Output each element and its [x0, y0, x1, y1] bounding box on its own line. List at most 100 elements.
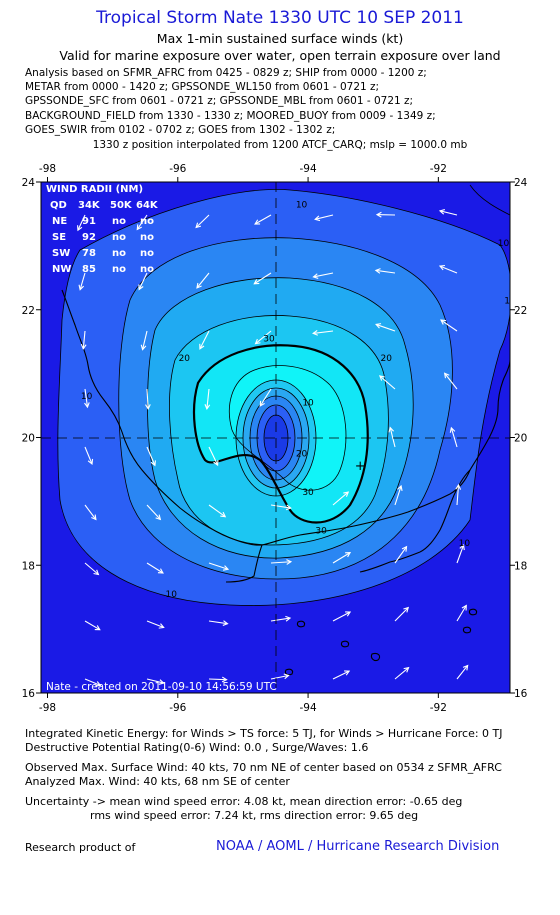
wind-radii-header-64k: 64K — [136, 200, 159, 211]
wind-arrow-head — [449, 426, 456, 433]
island-caribbean — [462, 626, 472, 634]
position-line: 1330 z position interpolated from 1200 A… — [92, 139, 468, 151]
wind-arrow-head — [438, 209, 445, 215]
wind-arrow-shaft — [332, 670, 350, 680]
ike-line: Integrated Kinetic Energy: for Winds > T… — [25, 727, 503, 740]
contour-label: 10 — [459, 539, 471, 549]
wind-arrow-shaft — [270, 674, 289, 680]
analysis-line: Analysis based on SFMR_AFRC from 0425 - … — [25, 67, 427, 79]
wind-arrow-shaft — [394, 607, 409, 622]
wind-arrow-head — [312, 330, 318, 336]
wind-arrow-shaft — [394, 667, 409, 680]
coastline-yucatan-east — [419, 469, 471, 553]
max-wind-marker: + — [355, 459, 366, 474]
wind-arrow-shaft — [456, 605, 467, 622]
wind-arrow-head — [403, 666, 410, 673]
wind-arrow-head — [213, 460, 219, 467]
wind-arrow-shaft — [146, 678, 164, 684]
wind-arrow-shaft — [138, 272, 148, 290]
lat-tick-label-left: 22 — [22, 305, 35, 317]
chart-subtitle: Max 1-min sustained surface winds (kt) — [156, 31, 404, 46]
research-product-label: Research product of — [25, 841, 136, 854]
wind-arrow-head — [259, 400, 265, 407]
lat-tick-label-right: 22 — [514, 305, 527, 317]
wind-arrow-head — [199, 343, 205, 350]
wind-arrow-shaft — [315, 214, 334, 220]
analysis-line: GOES_SWIR from 0102 - 0702 z; GOES from … — [25, 123, 336, 136]
contour-label: 30 — [315, 526, 327, 536]
wind-arrow-head — [150, 460, 156, 467]
noaa-credit-link[interactable]: NOAA / AOML / Hurricane Research Divisio… — [216, 839, 500, 854]
lat-tick-label-left: 20 — [22, 433, 35, 445]
wind-arrow-shaft — [208, 678, 227, 681]
wind-radii-se-64k: no — [140, 232, 154, 243]
wind-arrow-head — [138, 284, 144, 291]
uncertainty-mean: Uncertainty -> mean wind speed error: 4.… — [25, 795, 463, 808]
map-axes: -98 -98 -96 -96 -94 -94 -92 -92 24 24 22 22 20 20 18 18… — [22, 163, 528, 714]
contour-line-25 — [169, 315, 389, 546]
wind-arrow-shaft — [456, 485, 460, 506]
lat-tick-label-right: 18 — [514, 560, 527, 572]
wind-radii-header-50k: 50K — [110, 200, 133, 211]
wind-arrow-head — [345, 611, 352, 617]
wind-radii-nw-64k: no — [140, 264, 154, 275]
lon-tick-label-bottom: -94 — [299, 702, 316, 714]
wind-arrow-head — [204, 404, 211, 411]
coastline-mexico-gulf — [61, 289, 510, 546]
wind-arrow-shaft — [313, 330, 334, 334]
contour-label: 20 — [179, 354, 191, 364]
uncertainty-rms: rms wind speed error: 7.24 kt, rms direc… — [90, 809, 419, 822]
lat-tick-label-right: 16 — [514, 688, 528, 700]
wind-radii-se-50k: no — [112, 232, 126, 243]
wind-arrow-head — [312, 273, 319, 279]
island-caribbean — [370, 652, 381, 662]
wind-arrow-head — [196, 282, 202, 289]
contour-label: 10 — [498, 239, 510, 249]
contour-line-35 — [228, 365, 347, 491]
wind-arrow-head — [286, 559, 293, 565]
wind-arrow-shaft — [196, 272, 210, 289]
wind-arrow-head — [93, 569, 100, 576]
wind-vectors — [77, 209, 469, 687]
wind-arrow-head — [438, 264, 445, 271]
analyzed-max-wind: Analyzed Max. Wind: 40 kts, 68 nm SE of … — [25, 775, 290, 788]
wind-arrow-head — [403, 606, 410, 613]
contour-label: 30 — [302, 488, 314, 498]
wind-arrow-head — [78, 284, 85, 291]
wind-arrow-shaft — [254, 214, 272, 225]
wind-arrow-shaft — [332, 552, 351, 564]
contour-label: 10 — [296, 201, 308, 211]
wind-arrow-shaft — [439, 265, 458, 274]
wind-radii-ne-label: NE — [52, 216, 67, 227]
coastline-belize — [359, 551, 421, 573]
contour-line-upper-right — [469, 184, 510, 216]
coastline-pacific — [225, 544, 263, 583]
wind-arrow-shaft — [82, 330, 86, 349]
wind-arrow-head — [401, 545, 408, 552]
wind-arrow-shaft — [270, 617, 291, 622]
wind-radii-ne-64k: no — [140, 216, 154, 227]
wind-arrow-shaft — [146, 504, 161, 520]
wind-radii-se-34k: 92 — [82, 232, 96, 243]
chart-subtitle-exposure: Valid for marine exposure over water, op… — [59, 48, 501, 63]
wind-arrow-shaft — [84, 388, 89, 408]
wind-arrow-head — [136, 224, 142, 231]
island-caribbean — [468, 608, 478, 616]
wind-arrow-head — [374, 268, 381, 274]
wind-arrow-shaft — [84, 504, 97, 520]
wind-arrow-shaft — [84, 678, 101, 686]
wind-arrow-shaft — [84, 446, 93, 465]
wind-arrow-head — [254, 338, 261, 345]
wind-arrow-head — [155, 514, 162, 521]
wind-arrow-head — [145, 404, 151, 410]
analysis-line: BACKGROUND_FIELD from 1330 - 1330 z; MOO… — [25, 109, 436, 122]
wind-radii-nw-label: NW — [52, 264, 71, 275]
contour-line-15 — [118, 237, 453, 580]
wind-arrow-head — [375, 323, 382, 329]
wind-arrow-head — [158, 679, 165, 685]
wind-arrow-shaft — [332, 491, 349, 506]
wind-arrow-shaft — [394, 485, 402, 506]
contour-label: 30 — [263, 335, 275, 345]
wind-arrow-head — [77, 225, 83, 232]
wind-radii-sw-label: SW — [52, 248, 70, 259]
